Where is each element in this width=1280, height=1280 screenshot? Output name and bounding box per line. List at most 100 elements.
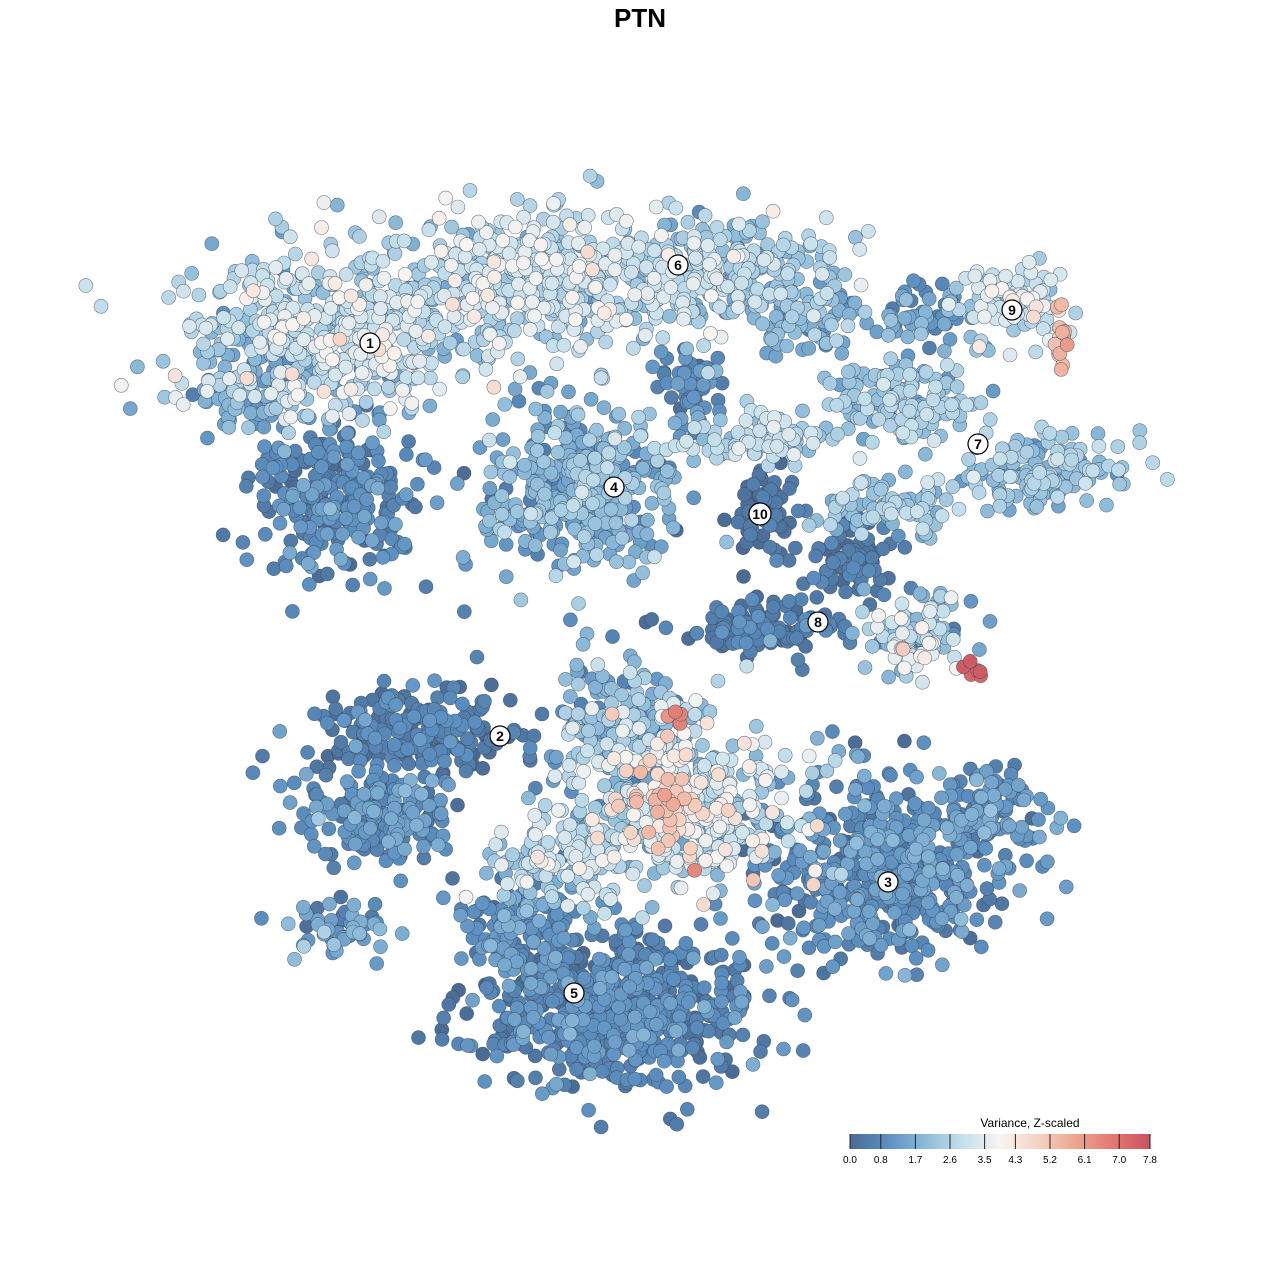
cell-point <box>755 489 771 505</box>
cell-point <box>582 168 598 184</box>
cell-point <box>365 435 380 451</box>
cell-point <box>352 229 367 244</box>
cell-point <box>441 997 457 1012</box>
cell-point <box>1050 489 1065 505</box>
cell-point <box>495 432 511 447</box>
cell-point <box>377 581 392 596</box>
cell-point <box>338 267 354 282</box>
cell-point <box>801 341 817 356</box>
cell-point <box>346 499 362 514</box>
cell-point <box>277 444 292 459</box>
cell-point <box>605 629 620 644</box>
cell-point <box>803 895 819 910</box>
cell-point <box>739 658 755 674</box>
cell-point <box>963 840 979 855</box>
cell-point <box>689 625 705 641</box>
cell-point <box>300 745 315 760</box>
cell-point <box>336 712 352 728</box>
cell-point <box>1132 435 1147 451</box>
cell-point <box>410 476 425 492</box>
cell-point <box>696 980 712 996</box>
cell-point <box>769 553 784 568</box>
cell-point <box>494 488 510 504</box>
cell-point <box>576 970 592 986</box>
cell-point <box>416 839 431 854</box>
cell-point <box>919 407 935 422</box>
cell-point <box>811 917 827 933</box>
cell-point <box>776 949 792 964</box>
cell-point <box>427 673 442 689</box>
cell-point <box>944 397 959 413</box>
cell-point <box>285 604 300 619</box>
cell-point <box>825 555 841 570</box>
cell-point <box>782 610 798 626</box>
cell-point <box>1033 791 1048 807</box>
cell-point <box>1042 425 1058 441</box>
cell-point <box>765 897 780 912</box>
cell-point <box>412 732 428 747</box>
cell-point <box>855 604 870 620</box>
cell-point <box>367 381 382 397</box>
cell-point <box>876 798 892 814</box>
cell-point <box>282 795 298 810</box>
cell-point <box>633 428 648 444</box>
cell-point <box>978 841 994 856</box>
cell-point <box>204 236 220 251</box>
cell-point <box>753 1044 768 1059</box>
cell-point <box>474 896 490 911</box>
cell-point <box>272 515 288 531</box>
cell-point <box>635 910 650 926</box>
cell-point <box>481 432 497 448</box>
cell-point <box>649 1017 664 1032</box>
cell-point <box>489 1048 505 1064</box>
cell-point <box>949 890 964 905</box>
cell-point <box>442 734 458 750</box>
cell-point <box>624 512 640 528</box>
cell-point <box>423 370 438 386</box>
cell-point <box>545 994 560 1009</box>
cell-point <box>912 586 928 601</box>
cell-point <box>569 1062 584 1077</box>
cell-point <box>335 526 350 542</box>
cell-point <box>558 705 573 721</box>
cell-point <box>456 465 472 481</box>
cell-point <box>745 1057 761 1072</box>
cell-point <box>973 395 989 411</box>
cell-point <box>719 534 734 550</box>
cell-point <box>497 524 512 540</box>
cell-point <box>358 394 374 410</box>
cell-point <box>585 496 600 511</box>
cell-point <box>462 183 478 198</box>
cell-point <box>972 642 987 657</box>
cell-point <box>591 951 607 967</box>
cell-point <box>306 838 322 854</box>
cell-point <box>780 266 796 282</box>
cell-point <box>1112 476 1127 492</box>
cell-point <box>265 460 281 476</box>
cell-point <box>296 477 311 493</box>
cell-point <box>650 453 665 469</box>
cell-point <box>825 959 841 975</box>
cell-point <box>765 599 781 615</box>
cell-point <box>469 649 485 665</box>
cell-point <box>256 488 272 504</box>
cell-point <box>693 917 709 932</box>
cell-point <box>639 526 655 542</box>
cell-point <box>399 447 414 462</box>
cell-point <box>530 428 546 444</box>
cell-point <box>268 211 283 227</box>
cell-point <box>819 285 835 301</box>
cell-point <box>829 333 844 349</box>
cell-point <box>328 701 344 717</box>
cell-point <box>861 563 877 579</box>
chart-title: PTN <box>614 3 666 33</box>
cell-point <box>837 267 853 282</box>
cell-point <box>522 740 538 756</box>
cell-point <box>897 310 913 326</box>
cell-point <box>603 501 619 517</box>
cell-point <box>887 905 902 920</box>
cell-point <box>708 1075 724 1090</box>
cell-point <box>257 439 272 454</box>
cell-point <box>838 584 853 600</box>
cell-point <box>840 318 856 334</box>
